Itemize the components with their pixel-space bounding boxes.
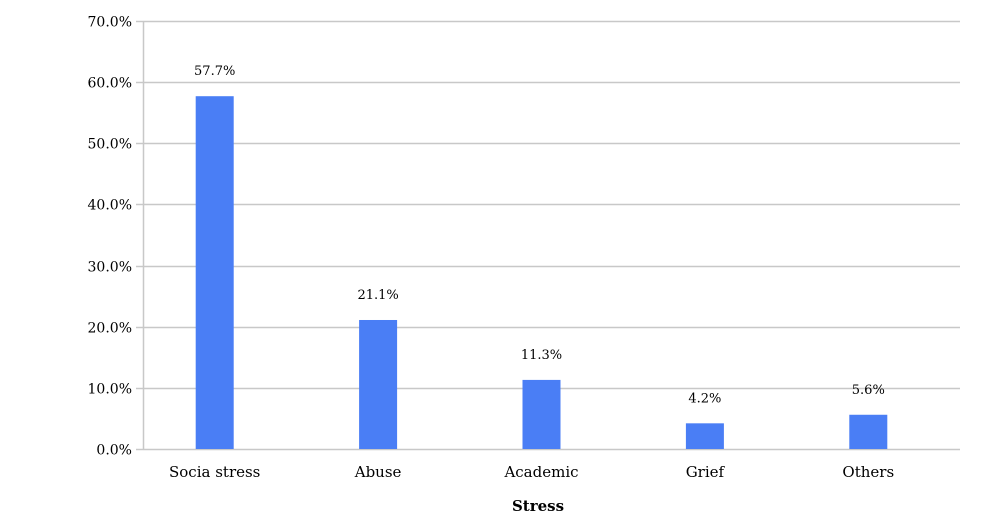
data-label: 57.7% xyxy=(194,64,235,79)
data-label: 5.6% xyxy=(852,383,885,398)
y-tick-label: 20.0% xyxy=(88,321,132,337)
bar xyxy=(849,414,888,449)
category-label: Others xyxy=(842,463,894,481)
bar xyxy=(195,96,234,449)
x-axis-categories: Socia stress Abuse Academic Grief Others xyxy=(169,463,894,481)
bars xyxy=(195,96,888,449)
y-tick-label: 0.0% xyxy=(96,443,132,459)
y-tick-label: 50.0% xyxy=(88,137,132,153)
category-label: Academic xyxy=(503,463,578,481)
category-label: Socia stress xyxy=(169,463,260,481)
category-label: Abuse xyxy=(354,463,402,481)
bar xyxy=(685,423,724,449)
y-tick-label: 40.0% xyxy=(88,198,132,214)
data-labels: 57.7% 21.1% 11.3% 4.2% 5.6% xyxy=(194,64,885,406)
data-label: 4.2% xyxy=(688,391,721,406)
bar xyxy=(359,319,398,449)
grid-lines xyxy=(136,20,960,451)
y-tick-label: 70.0% xyxy=(88,15,132,31)
data-label: 11.3% xyxy=(521,348,562,363)
y-axis-ticks: 0.0% 10.0% 20.0% 30.0% 40.0% 50.0% 60.0% 70.0% xyxy=(88,15,132,459)
x-axis-title: Stress xyxy=(512,497,564,515)
data-label: 21.1% xyxy=(357,288,398,303)
y-tick-label: 60.0% xyxy=(88,76,132,92)
category-label: Grief xyxy=(686,463,726,481)
y-tick-label: 10.0% xyxy=(88,382,132,398)
bar xyxy=(522,379,561,449)
y-tick-label: 30.0% xyxy=(88,260,132,276)
